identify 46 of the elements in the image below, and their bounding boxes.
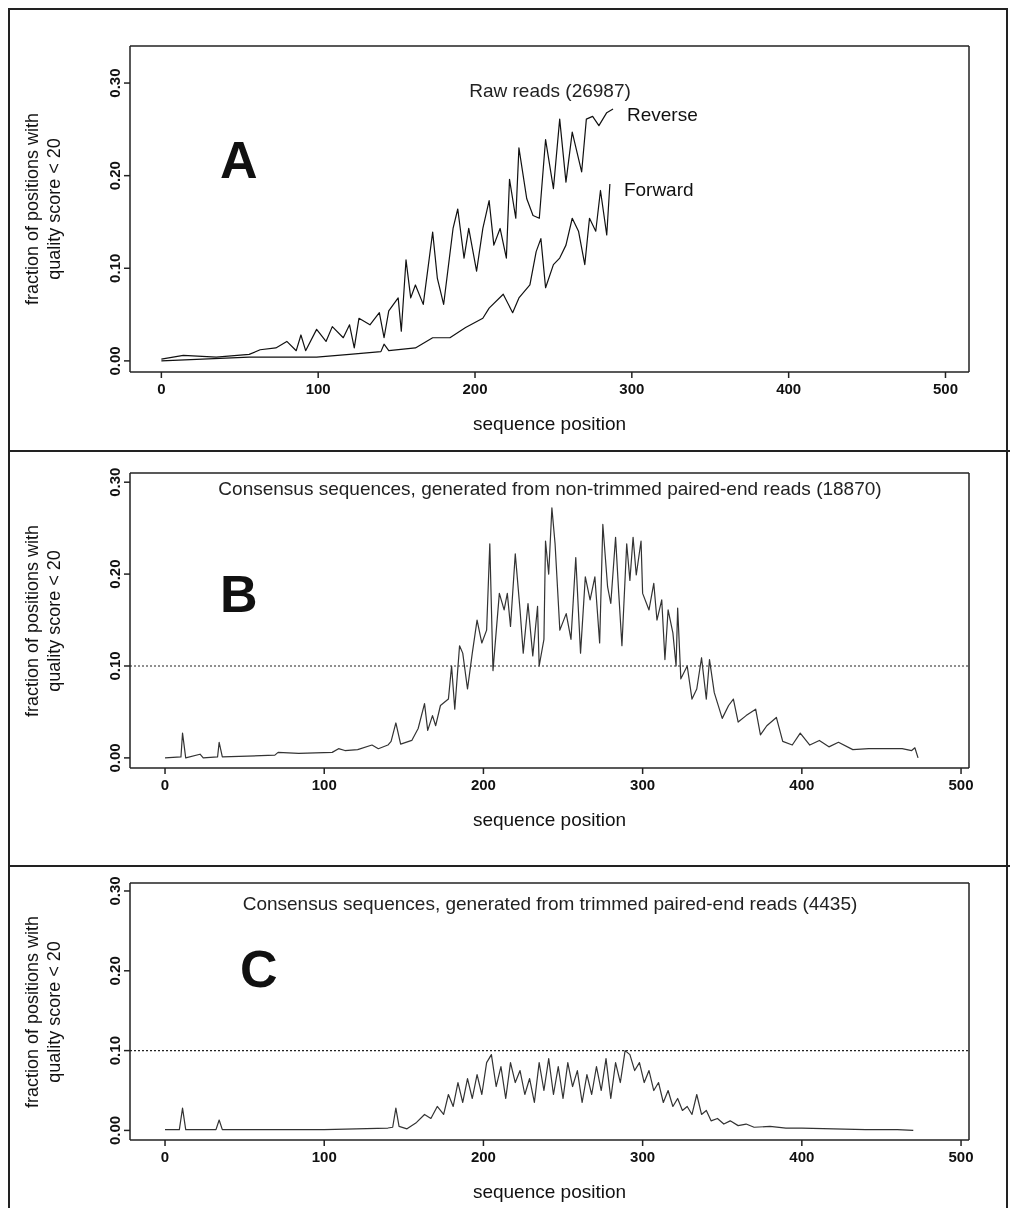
y-tick-label: 0.30 bbox=[106, 68, 123, 98]
chart-title: Consensus sequences, generated from non-trimmed paired-end reads (18870) bbox=[217, 478, 883, 500]
x-tick-label: 100 bbox=[311, 776, 337, 793]
x-tick-label: 300 bbox=[630, 776, 656, 793]
text: Consensus sequences, generated from trimmed paired-end reads (4435) bbox=[241, 893, 859, 915]
x-tick-label: 100 bbox=[305, 380, 331, 397]
y-tick-label: 0.10 bbox=[106, 651, 123, 681]
x-tick-label: 200 bbox=[470, 1148, 496, 1165]
x-tick-label: 300 bbox=[630, 1148, 656, 1165]
annotation: A bbox=[220, 130, 258, 190]
y-tick-label: 0.20 bbox=[106, 956, 123, 986]
x-tick-label: 500 bbox=[948, 1148, 974, 1165]
annotation: B bbox=[220, 564, 258, 624]
y-axis-title: fraction of positions with quality score < 20 bbox=[21, 111, 65, 307]
y-tick-label: 0.00 bbox=[106, 743, 123, 773]
y-tick-label: 0.20 bbox=[106, 161, 123, 191]
y-axis-title: fraction of positions with quality score < 20 bbox=[21, 914, 65, 1111]
text: Raw reads (26987) bbox=[468, 80, 632, 102]
y-tick-label: 0.00 bbox=[106, 1115, 123, 1146]
y-tick-label: 0.00 bbox=[106, 346, 123, 376]
x-tick-label: 200 bbox=[470, 776, 496, 793]
y-tick-label: 0.30 bbox=[106, 876, 123, 906]
x-tick-label: 400 bbox=[776, 380, 802, 397]
x-tick-label: 0 bbox=[160, 1148, 170, 1165]
x-tick-label: 0 bbox=[157, 380, 166, 397]
x-tick-label: 400 bbox=[789, 776, 815, 793]
x-tick-label: 300 bbox=[619, 380, 645, 397]
x-axis-title: sequence position bbox=[472, 413, 627, 434]
y-tick-label: 0.10 bbox=[106, 1036, 123, 1066]
series-label: Forward bbox=[623, 178, 694, 200]
x-tick-label: 200 bbox=[462, 380, 488, 397]
series-label: Reverse bbox=[627, 103, 698, 125]
annotation: C bbox=[240, 939, 278, 999]
x-tick-label: 400 bbox=[789, 1148, 815, 1165]
x-tick-label: 100 bbox=[311, 1148, 337, 1165]
y-axis-title: fraction of positions with quality score < 20 bbox=[21, 523, 65, 720]
y-tick-label: 0.30 bbox=[106, 467, 123, 497]
y-tick-label: 0.20 bbox=[106, 559, 123, 589]
x-axis-title: sequence position bbox=[472, 809, 627, 830]
x-tick-label: 500 bbox=[932, 380, 958, 397]
x-axis-title: sequence position bbox=[472, 1181, 627, 1202]
line-series bbox=[164, 1050, 914, 1132]
x-tick-label: 0 bbox=[160, 776, 170, 793]
x-tick-label: 500 bbox=[948, 776, 974, 793]
y-tick-label: 0.10 bbox=[106, 253, 123, 283]
line-series bbox=[164, 507, 919, 759]
